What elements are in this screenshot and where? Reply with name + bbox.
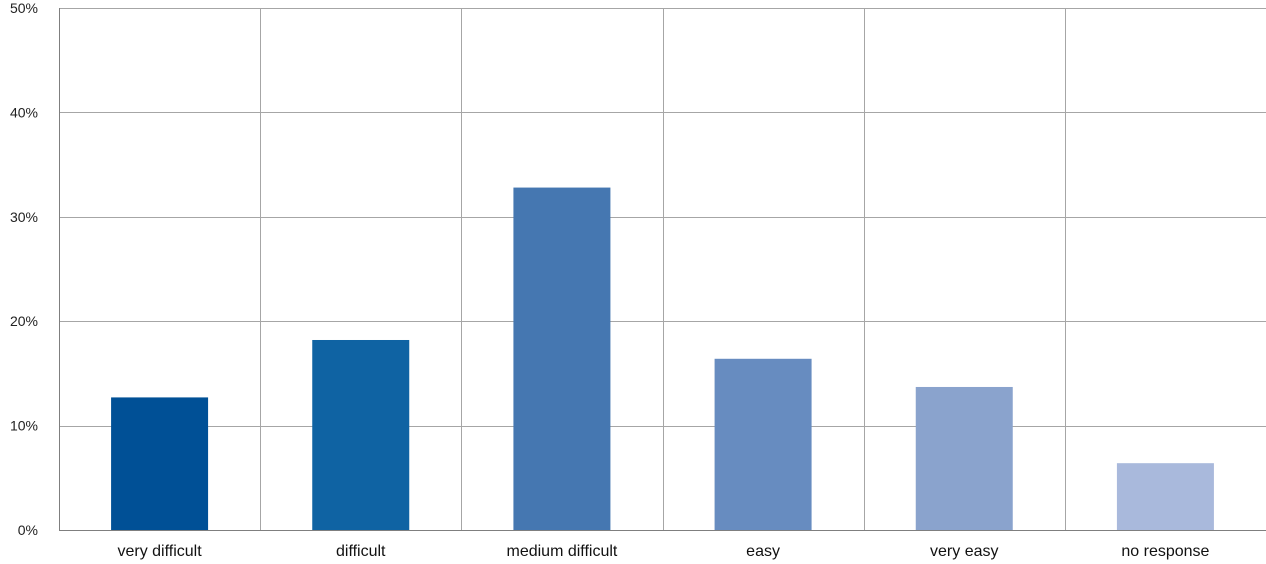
x-tick-label: difficult xyxy=(336,543,386,560)
y-tick-labels: 0% 10% 20% 30% 40% 50% xyxy=(10,0,38,538)
grid xyxy=(59,8,1266,530)
bar xyxy=(714,358,812,530)
y-tick-label: 40% xyxy=(10,104,38,120)
x-tick-labels: very difficult difficult medium difficult e… xyxy=(117,543,1209,560)
y-tick-label: 20% xyxy=(10,313,38,329)
x-tick-label: medium difficult xyxy=(506,543,617,560)
x-tick-label: very difficult xyxy=(117,543,202,560)
x-tick-label: very easy xyxy=(930,543,998,560)
y-tick-label: 30% xyxy=(10,209,38,225)
bar xyxy=(111,397,209,530)
axes xyxy=(58,8,1266,532)
bar xyxy=(312,339,410,530)
bar xyxy=(915,386,1013,530)
y-tick-label: 10% xyxy=(10,418,38,434)
y-tick-label: 0% xyxy=(18,522,38,538)
x-tick-label: easy xyxy=(746,543,780,560)
x-tick-label: no response xyxy=(1121,543,1209,560)
bar xyxy=(513,187,611,530)
bar xyxy=(1116,463,1214,530)
y-tick-label: 50% xyxy=(10,0,38,16)
bars xyxy=(111,187,1214,530)
